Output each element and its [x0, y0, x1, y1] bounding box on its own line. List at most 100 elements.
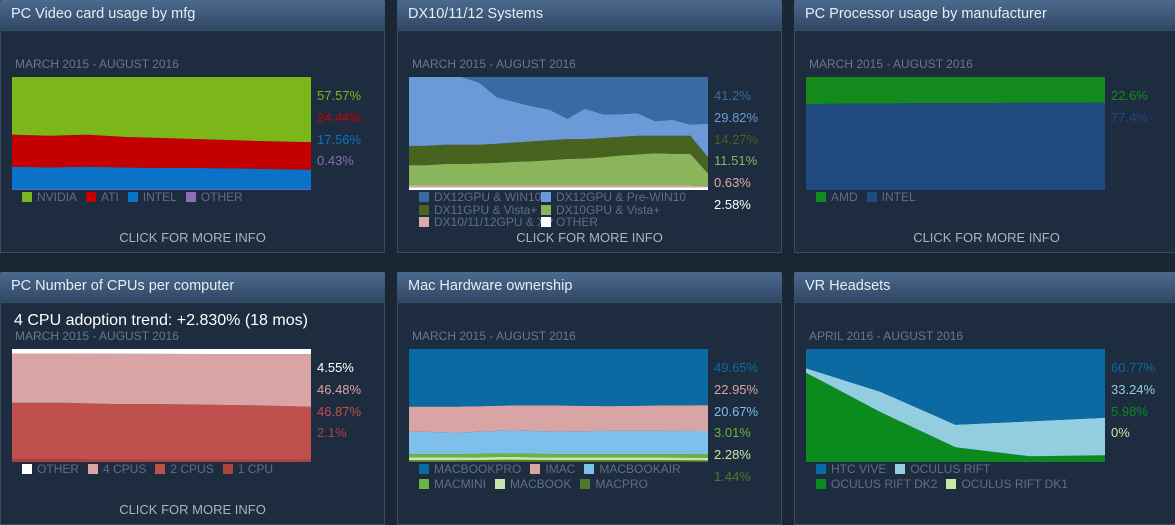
- legend-swatch-icon: [541, 204, 551, 215]
- value-label: 2.1%: [317, 425, 347, 441]
- legend-item[interactable]: MACBOOKPRO: [419, 463, 521, 476]
- legend-row: MACBOOKPRO IMAC MACBOOKAIR: [419, 463, 690, 478]
- legend-label: INTEL: [142, 190, 177, 204]
- area-series-macbookpro: [409, 349, 708, 407]
- value-label: 0.63%: [714, 175, 751, 191]
- legend-item[interactable]: OTHER: [541, 216, 681, 229]
- legend: AMD INTEL: [816, 191, 925, 204]
- legend-row: AMD INTEL: [816, 191, 925, 204]
- value-label: 46.87%: [317, 403, 362, 419]
- legend-item[interactable]: DX12GPU & Pre-WIN10: [541, 191, 686, 204]
- legend-swatch-icon: [816, 464, 826, 474]
- legend-item[interactable]: INTEL: [866, 191, 916, 204]
- chart-svg: [409, 349, 708, 462]
- chart-panel[interactable]: PC Video card usage by mfg MARCH 2015 - A…: [0, 0, 385, 253]
- legend-item[interactable]: OCULUS RIFT: [895, 463, 990, 476]
- value-label: 49.65%: [714, 360, 759, 375]
- legend-item[interactable]: DX11GPU & Vista+: [419, 203, 541, 217]
- legend-item[interactable]: DX10/11/12GPU & XP: [419, 216, 553, 229]
- legend-item[interactable]: IMAC: [530, 463, 575, 476]
- legend-row: DX12GPU & WIN10 DX12GPU & Pre-WIN10: [419, 191, 686, 204]
- chart-panel[interactable]: PC Number of CPUs per computer 4 CPU adop…: [0, 272, 385, 525]
- value-label: 0%: [1111, 425, 1130, 441]
- legend-item[interactable]: 2 CPUS: [155, 462, 214, 476]
- legend-item[interactable]: NVIDIA: [22, 191, 77, 204]
- legend-swatch-icon: [541, 217, 551, 227]
- value-label: 2.58%: [714, 196, 751, 212]
- legend-item[interactable]: MACBOOK: [495, 478, 571, 491]
- legend-swatch-icon: [530, 464, 541, 474]
- area-series-intel: [806, 102, 1105, 190]
- stacked-area-chart: [806, 349, 1105, 462]
- legend-label: MACBOOK: [510, 477, 572, 491]
- panel-title[interactable]: VR Headsets: [794, 272, 1175, 302]
- panel-title[interactable]: PC Video card usage by mfg: [0, 0, 385, 30]
- legend-item[interactable]: INTEL: [127, 190, 177, 204]
- legend: MACBOOKPRO IMAC MACBOOKAIR MACMINI MACBOOK MA…: [419, 463, 690, 493]
- legend-label: HTC VIVE: [831, 462, 887, 476]
- legend-item[interactable]: OTHER: [185, 191, 243, 204]
- legend-item[interactable]: OCULUS RIFT DK1: [946, 477, 1068, 491]
- legend-item[interactable]: AMD: [816, 191, 858, 204]
- legend-item[interactable]: 1 CPU: [222, 463, 273, 476]
- value-label: 24.44%: [317, 109, 362, 125]
- value-label: 0.43%: [317, 153, 354, 169]
- legend-item[interactable]: MACPRO: [580, 478, 648, 491]
- legend-label: DX10GPU & Vista+: [556, 202, 661, 217]
- value-label: 3.01%: [714, 425, 751, 441]
- legend-item[interactable]: MACBOOKAIR: [584, 463, 681, 476]
- more-info-link[interactable]: CLICK FOR MORE INFO: [119, 502, 266, 517]
- legend-item[interactable]: OTHER: [22, 463, 79, 476]
- legend-label: OCULUS RIFT DK1: [961, 477, 1068, 491]
- stacked-area-chart: [12, 349, 311, 462]
- legend-item[interactable]: DX12GPU & WIN10: [419, 191, 541, 204]
- legend-label: DX12GPU & WIN10: [434, 190, 542, 204]
- legend: DX12GPU & WIN10 DX12GPU & Pre-WIN10 DX11GP…: [419, 191, 686, 229]
- legend-label: DX12GPU & Pre-WIN10: [556, 190, 687, 204]
- area-series-macbookair: [409, 430, 708, 455]
- area-series-other: [409, 187, 708, 190]
- chart-svg: [12, 77, 311, 190]
- chart-panel[interactable]: Mac Hardware ownership MARCH 2015 - AUGUS…: [397, 272, 782, 525]
- panel-title[interactable]: DX10/11/12 Systems: [397, 0, 782, 30]
- chart-panel[interactable]: DX10/11/12 Systems MARCH 2015 - AUGUST 20…: [397, 0, 782, 253]
- period-label: MARCH 2015 - AUGUST 2016: [15, 329, 179, 343]
- panel-title[interactable]: PC Processor usage by manufacturer: [794, 0, 1175, 30]
- chart-panel[interactable]: PC Processor usage by manufacturer MARCH …: [794, 0, 1175, 253]
- area-series-macmini: [409, 453, 708, 458]
- value-label: 46.48%: [317, 381, 362, 397]
- legend-label: ATI: [101, 190, 119, 204]
- chart-panel[interactable]: VR Headsets APRIL 2016 - AUGUST 2016 60.77…: [794, 272, 1175, 525]
- more-info-link[interactable]: CLICK FOR MORE INFO: [913, 230, 1060, 245]
- area-series-ati: [12, 134, 311, 170]
- legend: HTC VIVE OCULUS RIFT OCULUS RIFT DK2 OCULUS…: [816, 463, 1077, 493]
- legend-item[interactable]: 4 CPUS: [88, 463, 146, 476]
- area-series-dx11gpu-vista-: [409, 135, 708, 174]
- area-series-other: [12, 189, 311, 190]
- legend-swatch-icon: [155, 464, 166, 474]
- legend-row: DX11GPU & Vista+ DX10GPU & Vista+: [419, 202, 681, 217]
- legend-swatch-icon: [866, 192, 877, 202]
- legend-row: OTHER 4 CPUS 2 CPUS 1 CPU: [22, 463, 282, 476]
- area-series-macpro: [409, 459, 708, 462]
- legend: OTHER 4 CPUS 2 CPUS 1 CPU: [22, 463, 282, 476]
- more-info-link[interactable]: CLICK FOR MORE INFO: [119, 230, 266, 245]
- legend-swatch-icon: [495, 479, 505, 489]
- panel-title[interactable]: PC Number of CPUs per computer: [0, 272, 385, 302]
- value-label: 17.56%: [317, 131, 362, 147]
- legend-label: 2 CPUS: [170, 462, 214, 476]
- panel-title[interactable]: Mac Hardware ownership: [397, 272, 782, 302]
- legend-item[interactable]: ATI: [86, 191, 119, 204]
- legend-item[interactable]: HTC VIVE: [816, 463, 886, 476]
- more-info-link[interactable]: CLICK FOR MORE INFO: [516, 230, 663, 245]
- legend-item[interactable]: OCULUS RIFT DK2: [816, 478, 937, 491]
- legend-item[interactable]: MACMINI: [419, 478, 486, 491]
- legend-swatch-icon: [22, 192, 32, 202]
- area-series-macbook: [409, 456, 708, 461]
- legend-item[interactable]: DX10GPU & Vista+: [541, 202, 681, 217]
- stacked-area-chart: [409, 349, 708, 462]
- area-series-2-cpus: [12, 402, 311, 460]
- area-series-dx10-11-12gpu-xp: [409, 185, 708, 188]
- legend-label: MACPRO: [595, 477, 649, 491]
- value-labels: 57.57% 24.44% 17.56% 0.43%: [317, 88, 361, 175]
